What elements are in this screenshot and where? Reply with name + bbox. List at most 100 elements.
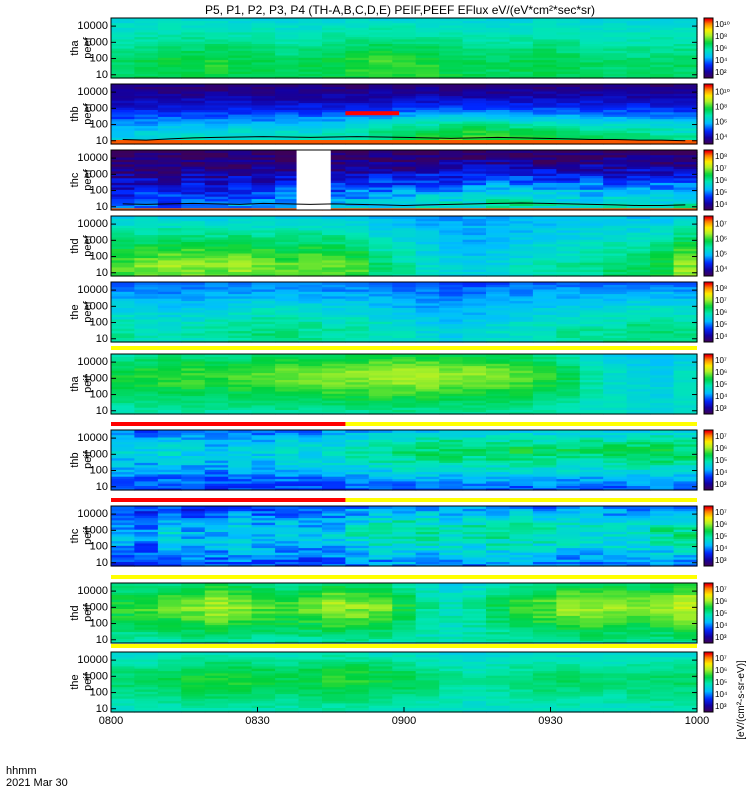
heatmap-cell (204, 409, 229, 413)
heatmap-cell (204, 229, 229, 233)
heatmap-cell (157, 36, 182, 40)
heatmap-cell (322, 68, 346, 72)
heatmap-cell (298, 66, 323, 70)
heatmap-cell (532, 262, 557, 266)
heatmap-cell (509, 161, 534, 165)
heatmap-cell (251, 462, 276, 466)
heatmap-cell (509, 123, 534, 127)
heatmap-cell (532, 397, 557, 401)
heatmap-cell (462, 88, 487, 92)
heatmap-cell (204, 111, 229, 115)
colorbar-cell (704, 488, 713, 491)
heatmap-cell (275, 159, 300, 163)
heatmap-cell (345, 469, 370, 473)
heatmap-cell (509, 29, 534, 33)
heatmap-cell (439, 460, 464, 463)
heatmap-cell (392, 170, 417, 174)
heatmap-cell (204, 150, 229, 153)
heatmap-cell (228, 257, 253, 261)
heatmap-cell (509, 150, 534, 153)
colorbar-cell (704, 364, 713, 367)
heatmap-cell (392, 111, 417, 115)
heatmap-cell (626, 205, 651, 209)
heatmap-cell (322, 54, 346, 58)
heatmap-cell (157, 450, 182, 454)
heatmap-cell (556, 328, 581, 332)
heatmap-cell (275, 337, 300, 341)
heatmap-cell (415, 239, 440, 242)
heatmap-cell (368, 29, 393, 33)
heatmap-cell (368, 24, 393, 28)
heatmap-cell (415, 36, 440, 40)
heatmap-cell (157, 88, 182, 92)
heatmap-cell (251, 163, 276, 167)
heatmap-cell (251, 321, 276, 325)
heatmap-cell (228, 200, 253, 204)
heatmap-cell (673, 243, 698, 247)
heatmap-cell (415, 168, 440, 172)
heatmap-cell (111, 559, 135, 562)
heatmap-cell (368, 295, 393, 299)
heatmap-cell (181, 381, 206, 385)
heatmap-cell (415, 430, 440, 433)
heatmap-cell (111, 471, 135, 475)
heatmap-cell (275, 363, 300, 367)
heatmap-cell (157, 207, 182, 211)
heatmap-cell (486, 436, 510, 440)
heatmap-cell (462, 293, 487, 297)
heatmap-cell (157, 200, 182, 204)
heatmap-cell (509, 365, 534, 369)
heatmap-cell (650, 239, 675, 242)
heatmap-cell (204, 370, 229, 374)
heatmap-cell (204, 234, 229, 238)
heatmap-cell (673, 205, 698, 209)
heatmap-cell (134, 248, 159, 252)
heatmap-cell (322, 356, 346, 360)
heatmap-cell (368, 269, 393, 272)
heatmap-cell (157, 186, 182, 190)
heatmap-cell (181, 363, 206, 367)
heatmap-cell (157, 554, 182, 558)
heatmap-cell (626, 38, 651, 42)
heatmap-cell (157, 563, 182, 567)
heatmap-cell (439, 93, 464, 97)
heatmap-cell (486, 354, 510, 357)
heatmap-cell (134, 184, 159, 188)
heatmap-cell (673, 325, 698, 329)
heatmap-cell (439, 73, 464, 77)
heatmap-cell (111, 22, 135, 26)
heatmap-cell (322, 141, 346, 145)
heatmap-cell (157, 255, 182, 259)
heatmap-cell (204, 50, 229, 54)
heatmap-cell (626, 43, 651, 47)
heatmap-cell (462, 432, 487, 436)
heatmap-cell (603, 173, 628, 176)
heatmap-cell (673, 154, 698, 158)
heatmap-cell (134, 220, 159, 224)
heatmap-cell (134, 66, 159, 70)
heatmap-cell (181, 196, 206, 200)
heatmap-cell (368, 381, 393, 385)
colorbar-cell (704, 32, 713, 35)
heatmap-cell (392, 184, 417, 188)
heatmap-cell (275, 193, 300, 197)
heatmap-cell (509, 257, 534, 261)
heatmap-cell (509, 300, 534, 304)
heatmap-cell (579, 175, 604, 179)
heatmap-cell (181, 234, 206, 238)
heatmap-cell (392, 390, 417, 394)
heatmap-cell (439, 402, 464, 406)
heatmap-cell (228, 291, 253, 295)
heatmap-cell (603, 29, 628, 33)
heatmap-cell (368, 200, 393, 204)
colorbar-cell (704, 180, 713, 183)
heatmap-cell (603, 483, 628, 486)
heatmap-cell (157, 59, 182, 63)
heatmap-cell (650, 293, 675, 297)
heatmap-cell (509, 448, 534, 452)
heatmap-cell (181, 432, 206, 436)
heatmap-cell (579, 198, 604, 202)
heatmap-cell (111, 198, 135, 202)
heatmap-cell (439, 84, 464, 87)
heatmap-cell (626, 381, 651, 385)
